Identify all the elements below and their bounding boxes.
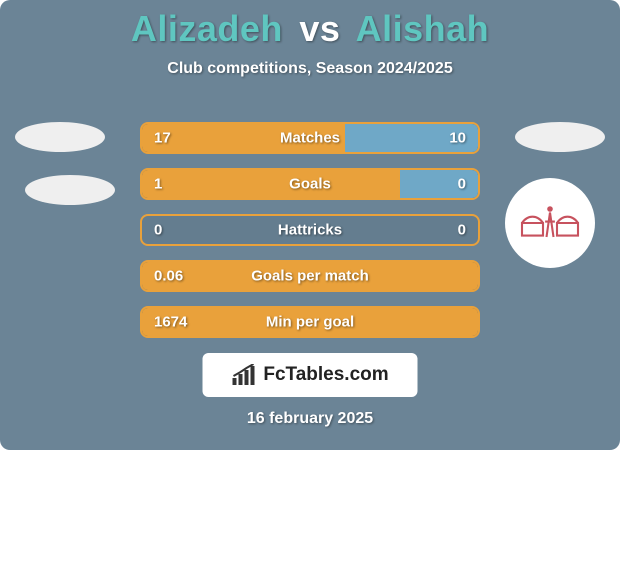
- stat-row: 1674 Min per goal: [140, 306, 480, 338]
- club1-crest: [25, 175, 115, 205]
- date-text: 16 february 2025: [247, 410, 373, 428]
- stat-value-left: 0: [154, 222, 162, 239]
- title-player2: Alishah: [356, 8, 490, 49]
- stat-label: Matches: [280, 130, 340, 147]
- stat-rows: 1710Matches10Goals00Hattricks0.06Goals p…: [140, 122, 480, 352]
- stat-value-left: 17: [154, 130, 171, 147]
- club2-crest: [505, 178, 595, 268]
- player1-avatar: [15, 122, 105, 152]
- page-title: Alizadeh vs Alishah: [0, 0, 620, 50]
- brand-box: FcTables.com: [203, 353, 418, 397]
- stat-row: 17 10 Matches: [140, 122, 480, 154]
- stat-value-left: 1: [154, 176, 162, 193]
- player2-avatar: [515, 122, 605, 152]
- stat-row: 0.06 Goals per match: [140, 260, 480, 292]
- stat-value-right: 0: [458, 222, 466, 239]
- subtitle: Club competitions, Season 2024/2025: [0, 60, 620, 78]
- stat-label: Goals per match: [251, 268, 369, 285]
- title-player1: Alizadeh: [131, 8, 283, 49]
- stat-row: 0 0 Hattricks: [140, 214, 480, 246]
- stat-value-right: 0: [458, 176, 466, 193]
- stat-label: Hattricks: [278, 222, 342, 239]
- title-vs: vs: [299, 8, 340, 49]
- comparison-card: Alizadeh vs Alishah Club competitions, S…: [0, 0, 620, 450]
- stat-value-left: 1674: [154, 314, 187, 331]
- stat-bar-left: [142, 170, 404, 198]
- stat-label: Goals: [289, 176, 331, 193]
- stat-label: Min per goal: [266, 314, 354, 331]
- brand-text: FcTables.com: [263, 364, 388, 386]
- stat-bar-right: [400, 170, 478, 198]
- stat-value-right: 10: [449, 130, 466, 147]
- stat-row: 1 0 Goals: [140, 168, 480, 200]
- bars-icon: [231, 364, 257, 386]
- stat-value-left: 0.06: [154, 268, 183, 285]
- crest-icon: [515, 188, 585, 258]
